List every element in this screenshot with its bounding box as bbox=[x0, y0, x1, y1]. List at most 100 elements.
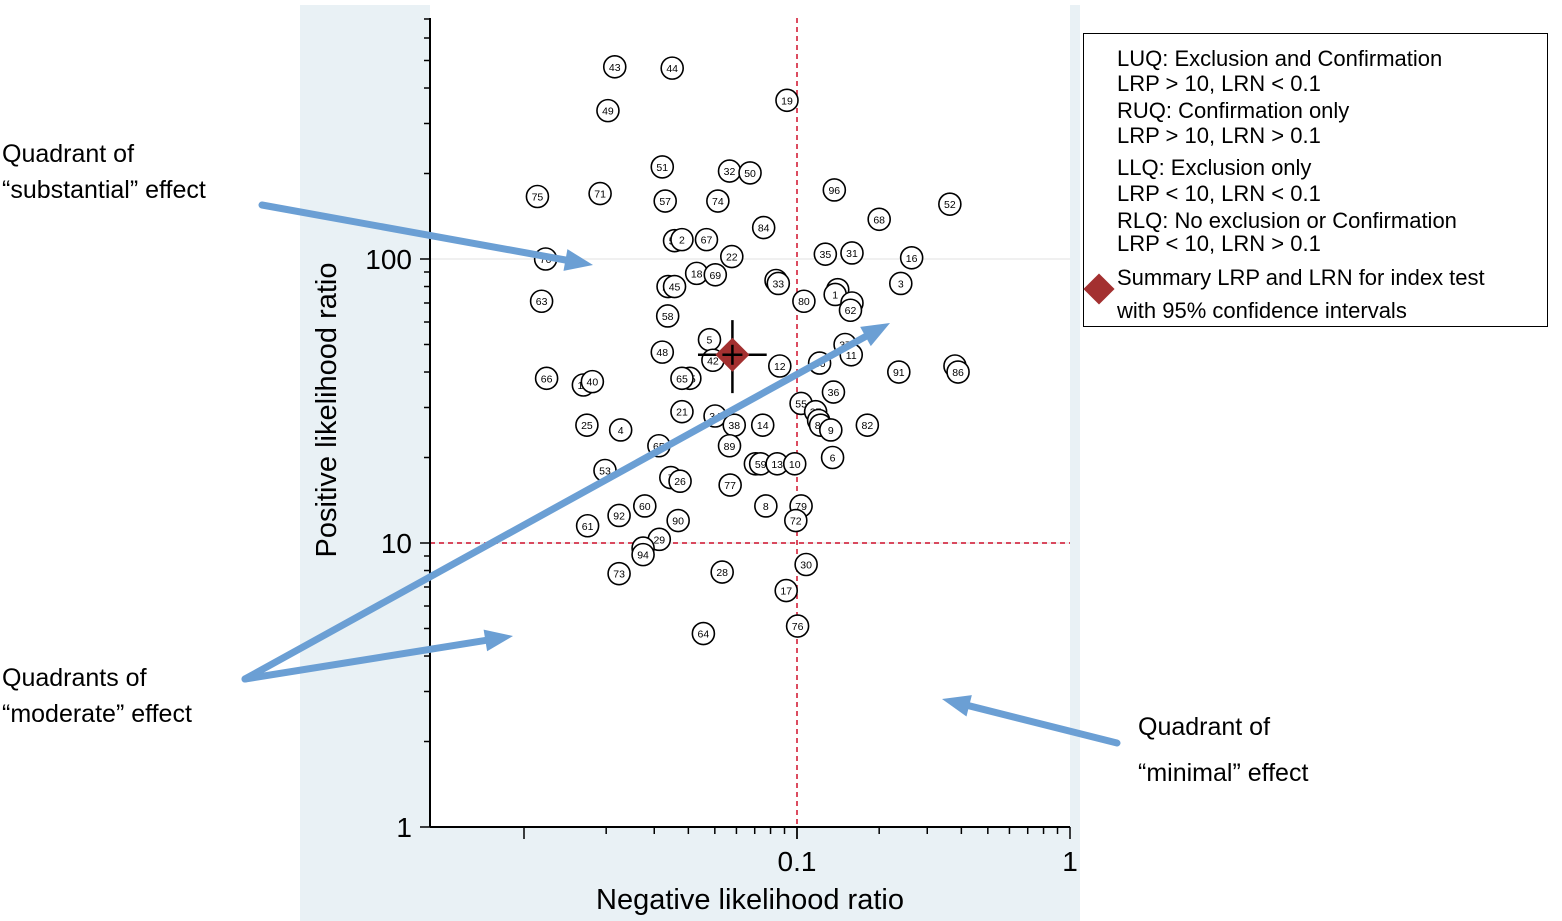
point-94: 94 bbox=[631, 542, 655, 567]
point-label-58: 58 bbox=[662, 311, 674, 323]
point-48: 48 bbox=[650, 340, 675, 364]
point-72: 72 bbox=[784, 508, 808, 533]
point-label-66: 66 bbox=[541, 373, 553, 385]
arrow-moderate-upper bbox=[241, 323, 890, 683]
point-label-49: 49 bbox=[602, 106, 614, 118]
point-label-1: 1 bbox=[832, 289, 838, 301]
point-86: 86 bbox=[946, 360, 970, 384]
point-label-29: 29 bbox=[653, 534, 665, 546]
point-marker-92 bbox=[607, 503, 631, 528]
point-label-52: 52 bbox=[944, 199, 956, 211]
legend-llq-title: LLQ: Exclusion only bbox=[1117, 155, 1312, 180]
arrow-head-minimal bbox=[942, 695, 972, 717]
point-90: 90 bbox=[666, 508, 690, 533]
point-64: 64 bbox=[691, 621, 716, 646]
point-17: 17 bbox=[774, 578, 799, 603]
point-label-4: 4 bbox=[618, 425, 624, 437]
point-84: 84 bbox=[751, 215, 776, 240]
point-marker-60 bbox=[632, 494, 657, 518]
point-19: 19 bbox=[775, 88, 799, 113]
point-marker-63 bbox=[529, 289, 554, 314]
point-69: 69 bbox=[703, 262, 728, 287]
point-58: 58 bbox=[655, 304, 680, 328]
point-marker-90 bbox=[666, 508, 690, 533]
point-marker-61 bbox=[575, 513, 600, 538]
point-label-75: 75 bbox=[532, 191, 544, 203]
annotation-moderate-line1: Quadrants of bbox=[2, 664, 147, 692]
point-marker-57 bbox=[653, 189, 677, 213]
point-marker-30 bbox=[794, 552, 818, 577]
point-40: 40 bbox=[580, 369, 605, 394]
point-marker-91 bbox=[887, 360, 911, 384]
legend-rlq-rule: LRP < 10, LRN > 0.1 bbox=[1117, 231, 1321, 256]
point-marker-82 bbox=[855, 413, 880, 437]
point-marker-12 bbox=[768, 354, 792, 378]
point-68: 68 bbox=[867, 207, 891, 232]
point-label-8: 8 bbox=[763, 501, 769, 513]
point-marker-51 bbox=[650, 155, 675, 179]
point-marker-17 bbox=[774, 578, 799, 603]
point-label-69: 69 bbox=[709, 270, 721, 282]
point-marker-8 bbox=[754, 494, 778, 518]
point-label-60: 60 bbox=[639, 501, 651, 513]
point-92: 92 bbox=[607, 503, 631, 528]
point-label-82: 82 bbox=[862, 420, 874, 432]
point-label-53: 53 bbox=[599, 466, 611, 478]
x-tick-label-1: 1 bbox=[1062, 846, 1078, 877]
point-label-9: 9 bbox=[828, 425, 834, 437]
arrow-head-substantial bbox=[563, 249, 593, 271]
point-10: 10 bbox=[782, 452, 807, 476]
point-marker-65b bbox=[670, 366, 694, 391]
point-31: 31 bbox=[840, 241, 864, 265]
point-62: 62 bbox=[838, 298, 863, 323]
point-2: 2 bbox=[670, 227, 694, 252]
point-marker-64 bbox=[691, 621, 716, 646]
point-marker-80 bbox=[792, 289, 816, 314]
point-marker-77 bbox=[718, 473, 742, 497]
point-label-64: 64 bbox=[698, 629, 710, 641]
point-marker-50 bbox=[738, 161, 762, 185]
annotation-minimal-line1: Quadrant of bbox=[1138, 713, 1271, 741]
point-74: 74 bbox=[706, 189, 730, 213]
point-marker-73 bbox=[607, 561, 631, 586]
point-marker-48 bbox=[650, 340, 675, 364]
point-marker-66 bbox=[534, 366, 559, 391]
point-6: 6 bbox=[820, 445, 845, 470]
point-label-96: 96 bbox=[828, 185, 840, 197]
legend-luq-title: LUQ: Exclusion and Confirmation bbox=[1117, 46, 1443, 71]
point-label-57: 57 bbox=[659, 196, 671, 208]
point-marker-31 bbox=[840, 241, 864, 265]
arrow-head-moderate-lower bbox=[483, 629, 513, 652]
point-marker-44 bbox=[660, 56, 684, 80]
point-91: 91 bbox=[887, 360, 911, 384]
point-marker-71 bbox=[588, 181, 612, 206]
point-marker-74 bbox=[706, 189, 730, 213]
point-4: 4 bbox=[608, 418, 633, 442]
point-label-59: 59 bbox=[755, 459, 767, 471]
point-52: 52 bbox=[938, 192, 962, 216]
point-label-45: 45 bbox=[669, 282, 681, 294]
point-marker-33 bbox=[766, 271, 791, 296]
annotation-minimal-line2: “minimal” effect bbox=[1138, 759, 1309, 787]
legend-luq-rule: LRP > 10, LRN < 0.1 bbox=[1117, 71, 1321, 96]
point-marker-75 bbox=[525, 184, 550, 209]
point-67: 67 bbox=[694, 227, 719, 252]
point-marker-58 bbox=[655, 304, 680, 328]
point-63: 63 bbox=[529, 289, 554, 314]
annotation-substantial-line2: “substantial” effect bbox=[2, 176, 206, 204]
point-marker-76 bbox=[785, 614, 810, 638]
point-marker-40 bbox=[580, 369, 605, 394]
point-label-2: 2 bbox=[679, 235, 685, 247]
point-33: 33 bbox=[766, 271, 791, 296]
point-marker-49 bbox=[596, 98, 620, 123]
point-label-67: 67 bbox=[701, 235, 713, 247]
point-marker-67 bbox=[694, 227, 719, 252]
point-marker-94 bbox=[631, 542, 655, 567]
point-label-18: 18 bbox=[691, 268, 703, 280]
point-28: 28 bbox=[710, 560, 734, 584]
point-32: 32 bbox=[717, 159, 742, 183]
point-marker-96 bbox=[822, 178, 847, 202]
point-51: 51 bbox=[650, 155, 675, 179]
point-label-61: 61 bbox=[582, 521, 594, 533]
arrow-shaft-moderate-lower bbox=[241, 636, 489, 683]
